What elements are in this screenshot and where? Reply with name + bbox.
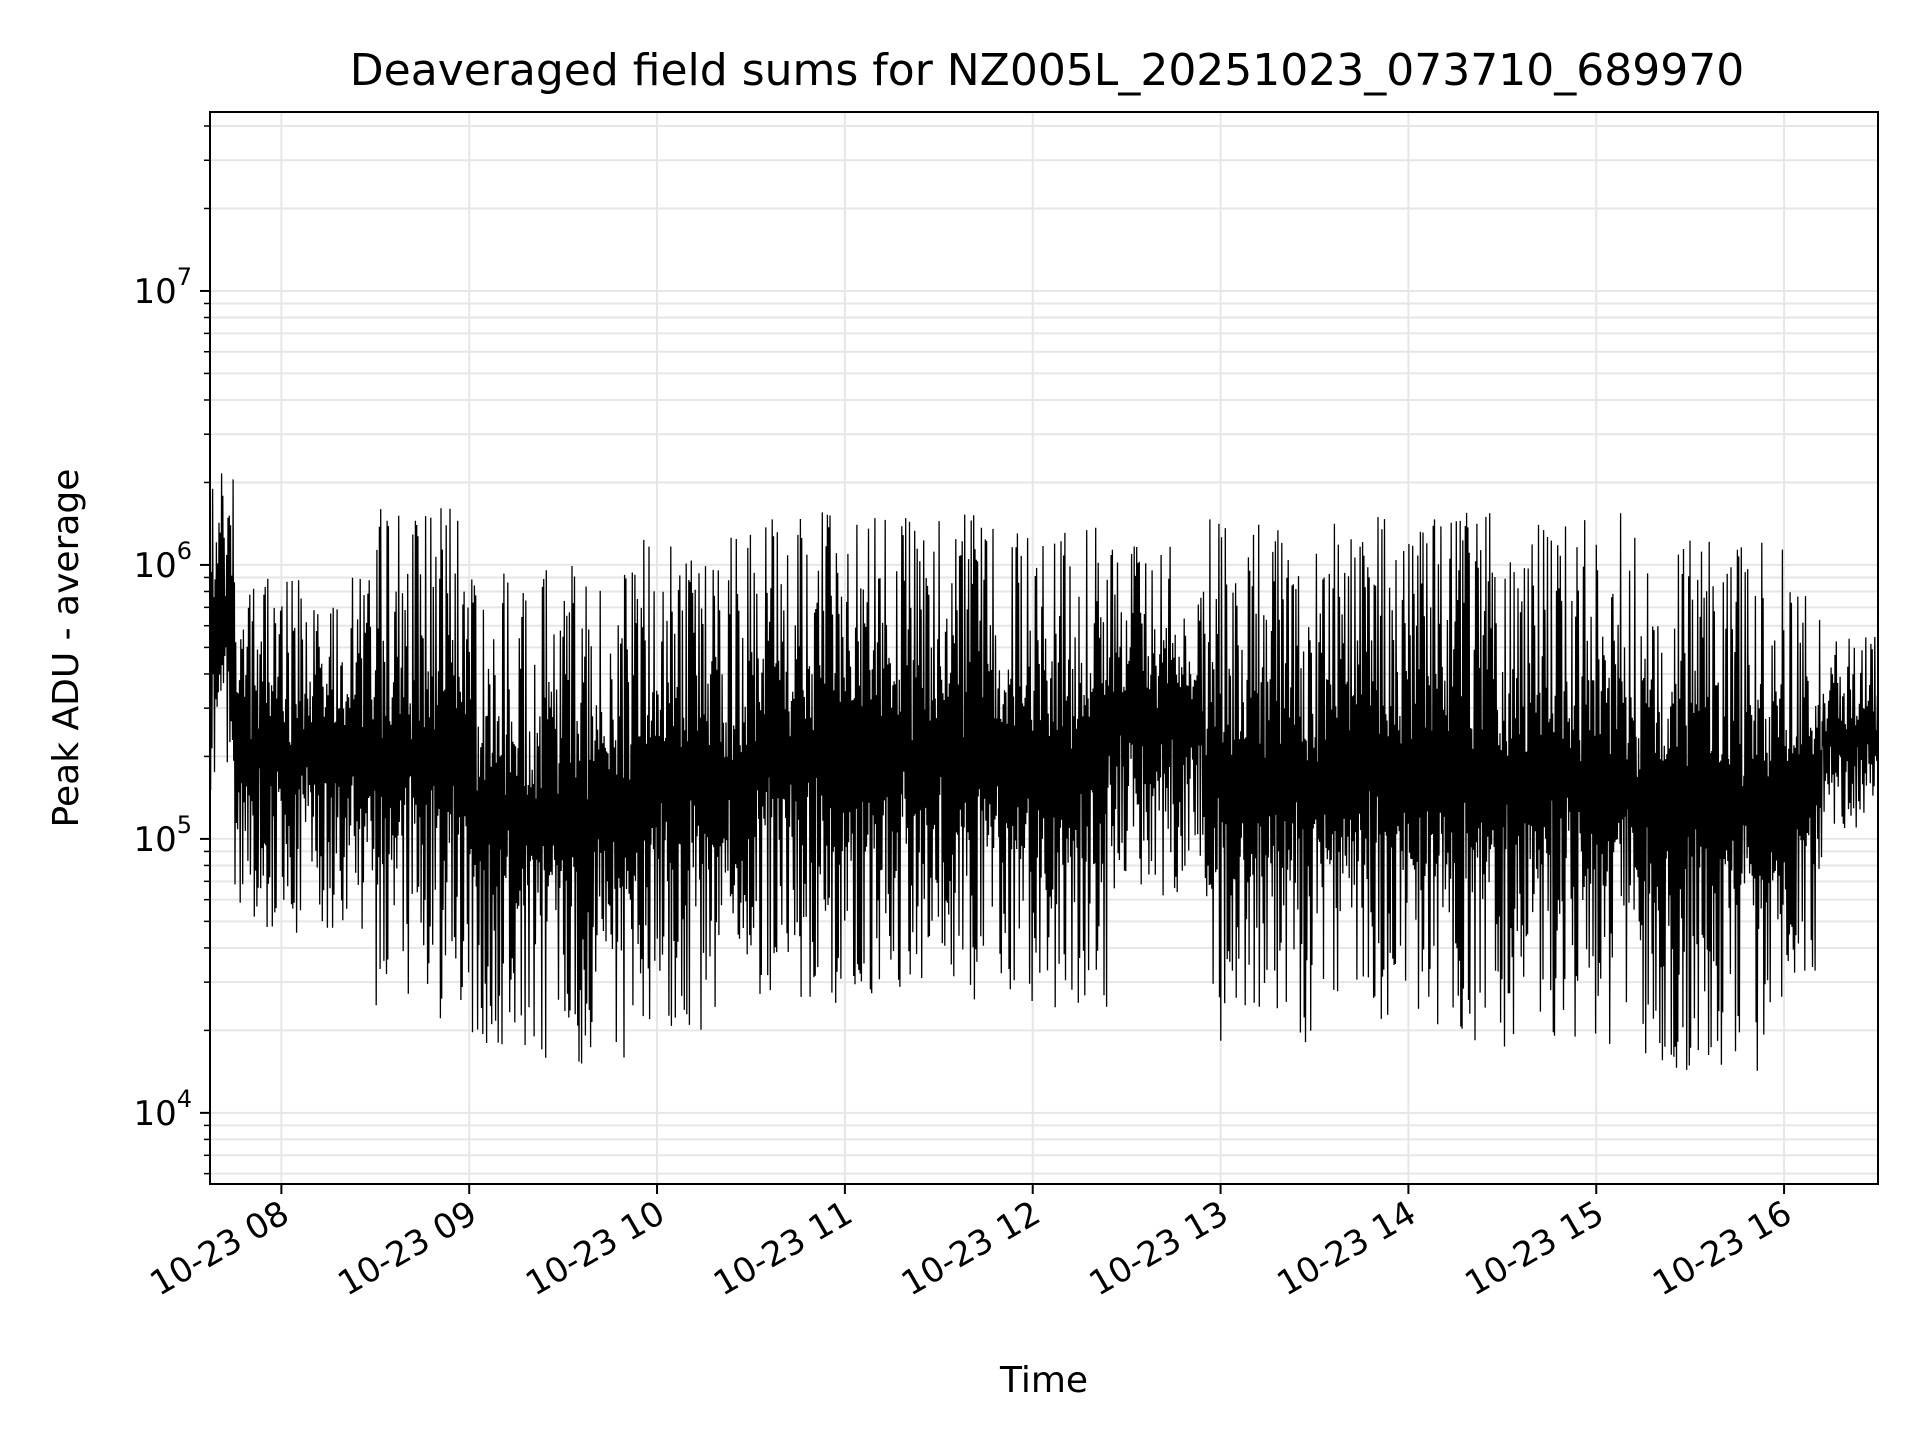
- x-axis-label: Time: [999, 1360, 1088, 1401]
- y-tick-label: 105: [133, 811, 192, 860]
- chart-title: Deaveraged field sums for NZ005L_2025102…: [350, 45, 1744, 96]
- y-tick-label: 104: [133, 1085, 192, 1134]
- data-series: [209, 473, 1879, 1071]
- y-tick-base: 10: [133, 546, 176, 586]
- y-tick-exponent: 4: [177, 1085, 192, 1113]
- y-tick-base: 10: [133, 820, 176, 860]
- y-tick-base: 10: [133, 1094, 176, 1134]
- y-axis-label: Peak ADU - average: [46, 469, 87, 828]
- y-tick-label: 107: [133, 263, 192, 312]
- y-tick-exponent: 6: [177, 537, 192, 565]
- y-tick-exponent: 5: [177, 811, 192, 839]
- y-tick-exponent: 7: [177, 263, 192, 291]
- y-tick-base: 10: [133, 272, 176, 312]
- y-tick-label: 106: [133, 537, 192, 586]
- series-line: [209, 473, 1879, 1071]
